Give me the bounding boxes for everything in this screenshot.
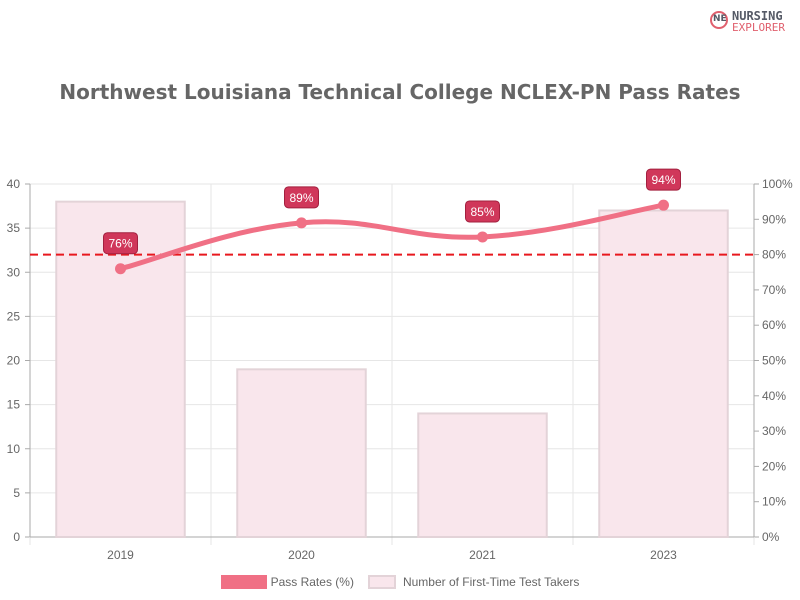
logo-mark-icon: NE bbox=[710, 11, 728, 29]
pass-rate-point-2023[interactable] bbox=[658, 199, 669, 211]
nursing-explorer-logo: NE NURSING EXPLORER bbox=[710, 8, 795, 34]
left-axis-tick: 0 bbox=[13, 530, 20, 544]
data-label-badge bbox=[103, 232, 138, 255]
right-axis-tick: 20% bbox=[762, 459, 786, 473]
bar-2020[interactable] bbox=[236, 368, 367, 539]
pass-rate-point-2020[interactable] bbox=[296, 217, 307, 229]
logo-line-1: NURSING bbox=[732, 9, 783, 23]
data-label-text: 85% bbox=[470, 205, 494, 219]
legend-item-test-takers[interactable]: Number of First-Time Test Takers bbox=[367, 575, 579, 589]
left-axis-tick: 10 bbox=[7, 442, 21, 456]
right-axis-tick: 0% bbox=[762, 530, 780, 544]
left-axis-tick: 5 bbox=[13, 486, 20, 500]
right-axis-tick: 70% bbox=[762, 283, 786, 297]
data-label-badge bbox=[646, 168, 681, 191]
data-label-text: 94% bbox=[651, 173, 675, 187]
x-axis-label: 2023 bbox=[650, 548, 677, 562]
left-axis-tick: 25 bbox=[7, 309, 21, 323]
right-axis-tick: 40% bbox=[762, 389, 786, 403]
data-label-text: 89% bbox=[289, 191, 313, 205]
pass-rate-point-2019[interactable] bbox=[115, 263, 126, 275]
data-label-text: 76% bbox=[108, 237, 132, 251]
right-axis-tick: 100% bbox=[762, 177, 793, 191]
left-axis-tick: 30 bbox=[7, 265, 21, 279]
pass-rate-line bbox=[118, 202, 666, 272]
right-axis-tick: 50% bbox=[762, 354, 786, 368]
logo-line-2: EXPLORER bbox=[732, 21, 785, 34]
test-takers-swatch bbox=[367, 575, 396, 589]
right-axis-tick: 90% bbox=[762, 212, 786, 226]
left-axis-tick: 35 bbox=[7, 221, 21, 235]
left-axis-tick: 15 bbox=[7, 398, 21, 412]
data-label-badge bbox=[284, 186, 319, 209]
right-axis-tick: 80% bbox=[762, 248, 786, 262]
x-axis-label: 2020 bbox=[288, 548, 315, 562]
legend-item-pass-rates[interactable]: Pass Rates (%) bbox=[220, 575, 354, 589]
bar-2023[interactable] bbox=[598, 209, 729, 538]
legend: Pass Rates (%) Number of First-Time Test… bbox=[0, 575, 800, 589]
right-axis-tick: 10% bbox=[762, 495, 786, 509]
x-axis-label: 2019 bbox=[107, 548, 134, 562]
left-axis-tick: 40 bbox=[7, 177, 21, 191]
chart-title: Northwest Louisiana Technical College NC… bbox=[59, 80, 741, 104]
right-axis-tick: 30% bbox=[762, 424, 786, 438]
pass-rate-point-2021[interactable] bbox=[477, 231, 488, 243]
left-axis-tick: 20 bbox=[7, 354, 21, 368]
bar-2021[interactable] bbox=[417, 412, 548, 539]
pass-rates-swatch bbox=[220, 575, 267, 589]
right-axis-tick: 60% bbox=[762, 318, 786, 332]
data-label-badge bbox=[465, 200, 500, 223]
x-axis-label: 2021 bbox=[469, 548, 496, 562]
